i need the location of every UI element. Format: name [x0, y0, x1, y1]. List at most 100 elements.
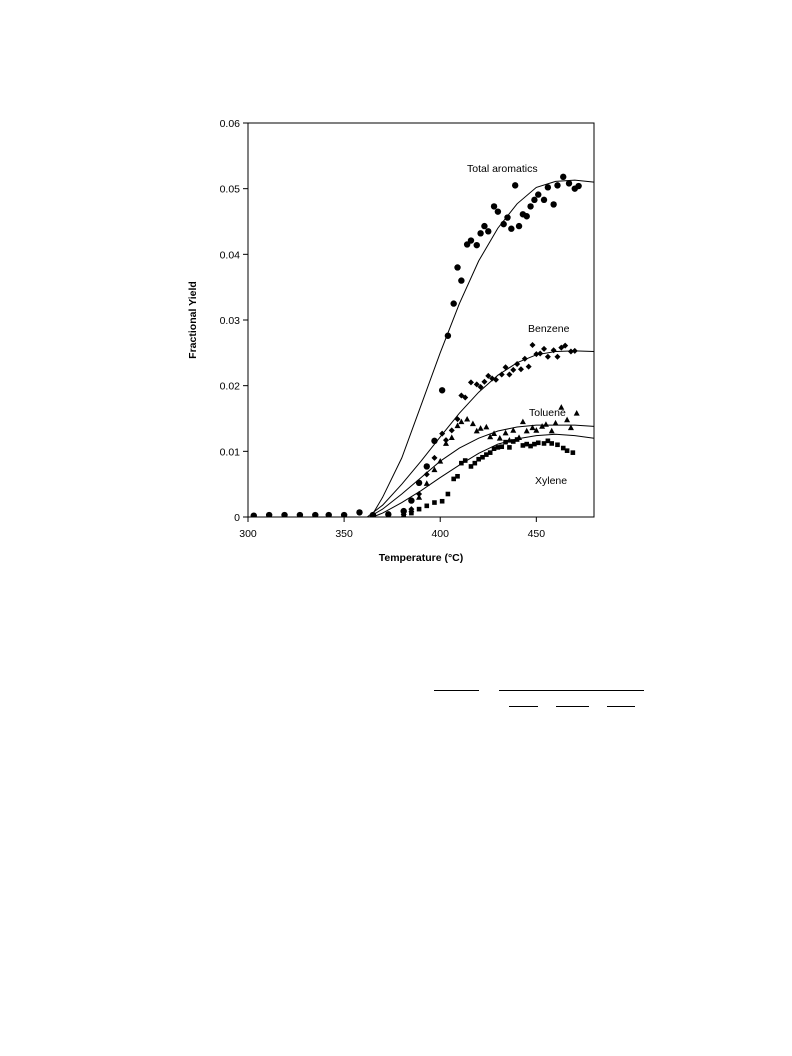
data-point — [573, 410, 580, 416]
y-axis-title: Fractional Yield — [187, 281, 199, 359]
data-point — [542, 421, 549, 427]
data-point — [571, 347, 578, 354]
data-point — [560, 445, 566, 451]
data-point — [554, 182, 561, 189]
data-point — [340, 511, 348, 517]
data-point — [562, 342, 569, 349]
data-point — [265, 511, 273, 517]
x-tick-label: 350 — [335, 528, 353, 540]
data-point — [535, 191, 542, 198]
data-point — [462, 394, 469, 401]
data-point — [423, 471, 430, 478]
data-point — [448, 434, 455, 440]
series-label-benzene: Benzene — [528, 323, 570, 335]
data-point — [385, 512, 392, 517]
data-point — [490, 203, 498, 210]
data-point — [416, 494, 423, 500]
data-point — [431, 454, 438, 461]
data-point — [508, 225, 515, 232]
x-tick-label: 450 — [528, 528, 546, 540]
data-point — [548, 427, 555, 434]
data-point — [524, 441, 530, 447]
data-point — [325, 511, 332, 517]
series-diamond — [248, 341, 594, 517]
data-point — [496, 435, 503, 441]
data-point — [565, 180, 573, 187]
data-point — [506, 371, 513, 378]
data-point — [477, 230, 484, 237]
data-point — [448, 427, 455, 434]
data-point — [504, 214, 511, 221]
divider-line — [499, 690, 644, 691]
data-point — [523, 213, 530, 220]
data-point — [416, 506, 422, 512]
data-point — [564, 416, 571, 423]
data-point — [487, 450, 493, 455]
data-point — [439, 498, 445, 504]
data-point — [517, 366, 524, 373]
x-axis-title: Temperature (°C) — [379, 552, 464, 564]
data-point — [400, 507, 407, 515]
data-point — [567, 424, 574, 431]
data-point — [570, 450, 576, 455]
data-point — [575, 182, 582, 190]
axis-ticks: 300 350 400 450 0 0.01 0.02 0.03 0.04 0.05 0.06 — [220, 118, 546, 540]
divider-line — [509, 706, 538, 707]
data-point — [502, 364, 509, 371]
data-point — [462, 458, 468, 463]
data-point — [533, 427, 540, 433]
data-point — [554, 353, 561, 360]
divider-line — [434, 690, 479, 691]
data-point — [499, 444, 505, 450]
data-point — [539, 423, 546, 429]
data-point — [437, 457, 444, 464]
data-point — [467, 237, 475, 244]
data-point — [503, 439, 508, 445]
y-tick-label: 0.06 — [220, 118, 241, 130]
data-point — [564, 448, 570, 453]
data-point — [464, 415, 471, 422]
data-point — [531, 196, 538, 204]
data-point — [438, 387, 446, 394]
data-point — [484, 452, 489, 457]
data-point — [487, 433, 494, 440]
data-point — [481, 378, 488, 385]
data-point — [458, 418, 465, 425]
data-point — [485, 228, 492, 235]
series-label-xylene: Xylene — [535, 475, 567, 487]
data-point — [431, 466, 438, 473]
data-point — [408, 497, 415, 504]
data-point — [296, 511, 304, 517]
data-point — [455, 473, 460, 479]
data-point — [473, 427, 480, 434]
x-tick-label: 300 — [239, 528, 257, 540]
data-point — [401, 512, 406, 517]
series-circle — [248, 173, 594, 517]
data-point — [442, 437, 449, 444]
data-point — [281, 511, 288, 517]
data-point — [424, 503, 430, 509]
data-point — [520, 443, 526, 448]
data-point — [514, 360, 521, 367]
data-point — [555, 442, 560, 448]
data-point — [491, 430, 498, 437]
data-point — [476, 456, 481, 462]
data-point — [250, 512, 257, 517]
data-point — [463, 241, 471, 248]
data-point — [491, 446, 497, 452]
data-point — [540, 196, 548, 204]
fit-line — [248, 179, 594, 517]
data-point — [535, 440, 541, 446]
y-tick-label: 0 — [234, 512, 240, 524]
data-point — [409, 510, 414, 516]
data-point — [515, 222, 523, 230]
fit-line — [248, 433, 594, 517]
data-point — [495, 445, 501, 450]
data-point — [442, 440, 449, 446]
data-point — [523, 427, 530, 434]
data-point — [444, 332, 452, 339]
data-point — [550, 347, 557, 354]
data-point — [558, 404, 565, 410]
data-point — [483, 423, 490, 430]
